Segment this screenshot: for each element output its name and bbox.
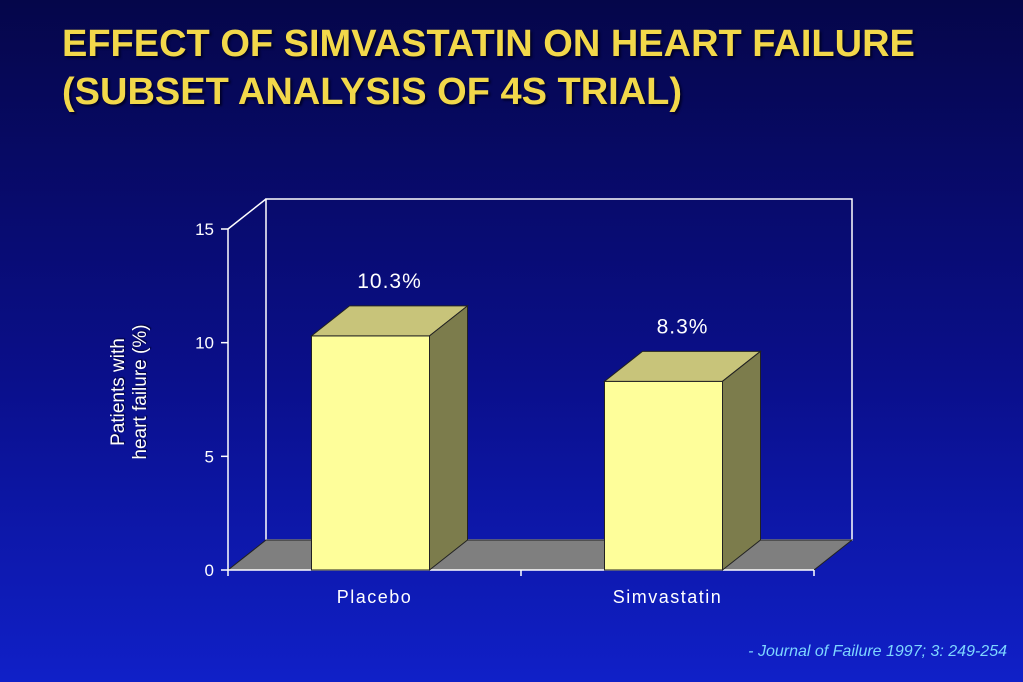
y-axis-title: Patients with heart failure (%): [108, 324, 151, 460]
data-label: 8.3%: [657, 315, 709, 338]
side-wall-edge: [227, 198, 267, 230]
y-tick-label: 15: [195, 220, 214, 239]
bar-front: [311, 335, 430, 571]
y-tick-label: 5: [205, 447, 214, 466]
bar-front: [604, 380, 723, 571]
y-tick-label: 0: [205, 561, 214, 580]
slide-title: EFFECT OF SIMVASTATIN ON HEART FAILURE (…: [62, 23, 915, 113]
y-tick-label: 10: [195, 334, 214, 353]
x-category-label: Placebo: [337, 587, 413, 607]
x-category-label: Simvastatin: [613, 587, 723, 607]
bar-side: [722, 350, 761, 572]
data-label: 10.3%: [357, 270, 422, 293]
citation: - Journal of Failure 1997; 3: 249-254: [748, 643, 1007, 660]
bar-side: [429, 304, 468, 572]
